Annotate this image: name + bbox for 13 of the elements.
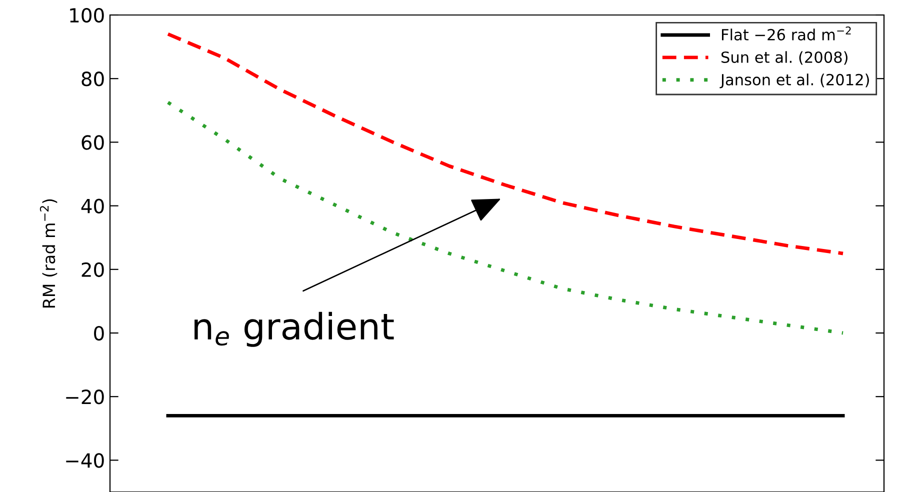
annotation: n$_{e}$ gradient xyxy=(194,312,394,347)
legend-label: Sun et al. (2008) xyxy=(721,51,848,65)
y-tick-label: −20 xyxy=(66,390,104,404)
y-tick-label: 60 xyxy=(82,135,104,150)
y-tick-label: 100 xyxy=(70,8,104,23)
y-tick-label: 20 xyxy=(82,262,104,278)
y-tick-label: −40 xyxy=(66,453,104,468)
legend-label: Janson et al. (2012) xyxy=(720,74,869,88)
y-tick-label: 0 xyxy=(94,326,104,341)
legend-label: Flat −26 rad m$^{−2}$ xyxy=(722,26,851,40)
y-tick-label: 80 xyxy=(82,72,104,86)
y-tick-label: 40 xyxy=(81,198,104,214)
y-axis-title: RM (rad m$^{−2}$) xyxy=(40,199,58,308)
